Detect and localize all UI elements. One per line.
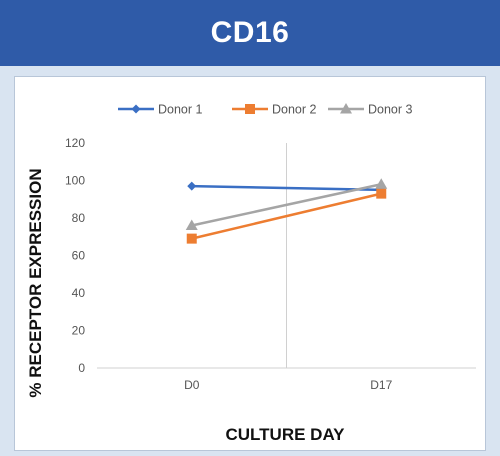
y-axis-ticks: 0 20 40 60 80 100 120: [65, 136, 85, 375]
data-point-donor-3-d0: [185, 219, 198, 230]
data-point-donor-1-d0: [187, 181, 197, 191]
data-point-donor-2-d0: [186, 233, 197, 244]
x-tick-label-d17: D17: [370, 378, 392, 392]
x-axis: D0 D17: [97, 143, 476, 392]
legend-label-donor-1: Donor 1: [158, 103, 203, 117]
legend: Donor 1 Donor 2 Donor 3: [118, 103, 413, 117]
series-line-donor-2: [191, 192, 382, 240]
chart-panel: [0, 66, 500, 456]
series-line-donor-3: [191, 183, 382, 227]
legend-label-donor-2: Donor 2: [272, 103, 317, 117]
data-point-donor-3-d17: [375, 178, 388, 189]
legend-marker-donor-3: [340, 103, 352, 114]
chart-title: CD16: [210, 16, 290, 49]
legend-marker-donor-1: [131, 104, 141, 114]
legend-label-donor-3: Donor 3: [368, 103, 413, 117]
data-point-donor-2-d17: [376, 188, 387, 199]
y-tick-label-120: 120: [65, 136, 85, 150]
series-layer: [185, 178, 388, 244]
y-tick-label-100: 100: [65, 174, 85, 188]
chart-card: [14, 76, 486, 451]
x-axis-label: CULTURE DAY: [225, 425, 345, 444]
x-tick-label-d0: D0: [184, 378, 200, 392]
y-tick-label-0: 0: [78, 361, 85, 375]
y-tick-label-80: 80: [72, 211, 86, 225]
y-tick-label-20: 20: [72, 324, 86, 338]
y-axis-label: % RECEPTOR EXPRESSION: [26, 168, 45, 397]
legend-item-donor-3: Donor 3: [328, 103, 413, 117]
y-tick-label-60: 60: [72, 249, 86, 263]
y-tick-label-40: 40: [72, 286, 86, 300]
series-line-donor-1: [191, 184, 382, 192]
legend-item-donor-2: Donor 2: [232, 103, 317, 117]
legend-marker-donor-2: [245, 104, 255, 114]
legend-item-donor-1: Donor 1: [118, 103, 203, 117]
header-banner: CD16: [0, 0, 500, 66]
